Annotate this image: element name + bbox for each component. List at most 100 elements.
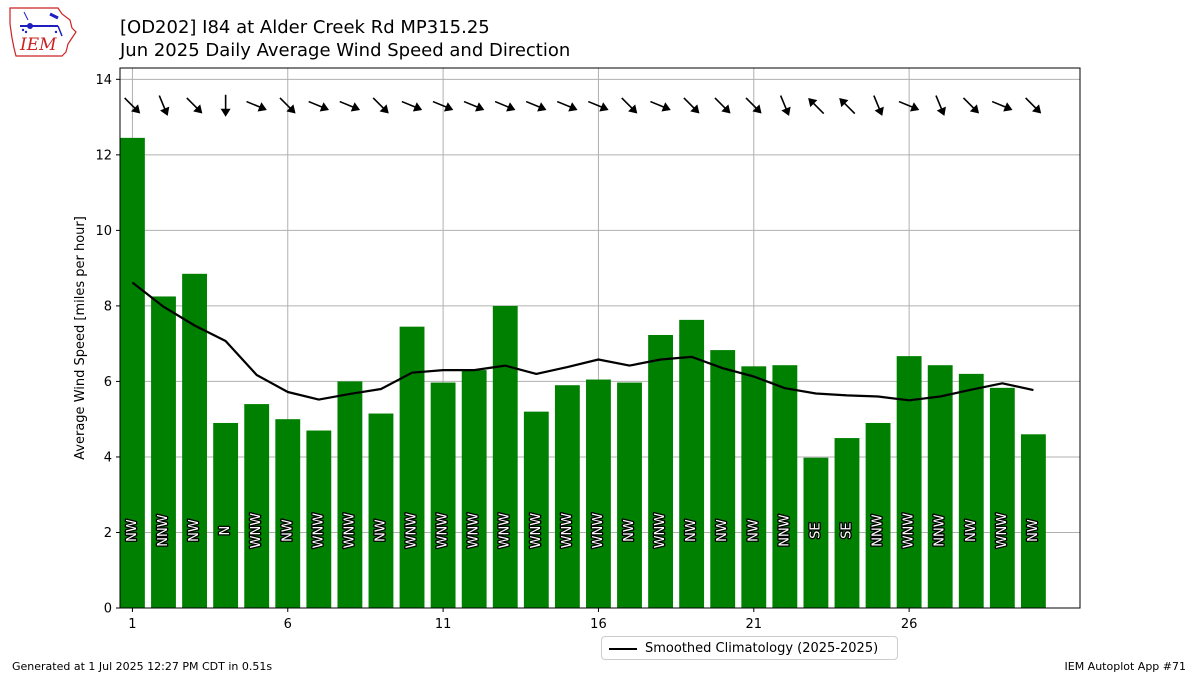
bar — [617, 382, 642, 608]
direction-label: WNW — [653, 513, 668, 549]
bar — [741, 366, 767, 608]
y-axis-label: Average Wind Speed [miles per hour] — [73, 216, 88, 460]
app-label: IEM Autoplot App #71 — [1064, 660, 1187, 673]
direction-label: SE — [808, 522, 823, 538]
direction-label: NW — [964, 519, 979, 542]
bar — [927, 365, 953, 608]
wind-arrow — [279, 97, 296, 114]
direction-label: NW — [125, 519, 140, 542]
wind-arrow — [587, 100, 609, 112]
legend-label: Smoothed Climatology (2025-2025) — [645, 641, 879, 656]
bar — [120, 137, 145, 608]
y-tick-label: 10 — [95, 224, 112, 239]
y-tick-label: 14 — [95, 73, 112, 88]
direction-label: WNW — [436, 513, 451, 549]
x-tick-label: 16 — [590, 617, 607, 632]
wind-arrow — [1025, 97, 1042, 114]
wind-arrow — [962, 97, 980, 114]
direction-label: NNW — [156, 514, 171, 546]
direction-label: SE — [839, 522, 854, 538]
wind-arrow — [372, 97, 389, 114]
y-tick-label: 0 — [104, 602, 112, 617]
direction-label: NW — [622, 519, 637, 542]
direction-label: N — [218, 526, 233, 536]
bar — [461, 370, 487, 608]
bars — [120, 137, 1046, 608]
generated-timestamp: Generated at 1 Jul 2025 12:27 PM CDT in … — [12, 660, 273, 673]
wind-arrow — [525, 100, 547, 112]
climatology-line-group — [131, 281, 1034, 402]
direction-label: NW — [280, 519, 295, 542]
wind-arrow — [935, 95, 946, 116]
bar — [306, 430, 332, 608]
direction-label: WNW — [311, 513, 326, 549]
iem-logo: IEM — [9, 7, 77, 57]
wind-arrow — [401, 100, 423, 112]
wind-arrow — [745, 97, 762, 114]
direction-label: NW — [684, 519, 699, 542]
direction-label: NW — [715, 519, 730, 542]
bar — [989, 387, 1015, 608]
wind-arrow — [873, 95, 884, 116]
wind-arrow — [494, 100, 516, 112]
y-tick-label: 4 — [104, 450, 112, 465]
x-tick-label: 6 — [284, 617, 292, 632]
bar — [834, 438, 860, 608]
bar — [492, 305, 518, 608]
direction-label: NW — [187, 519, 202, 542]
bar — [865, 422, 891, 608]
chart-title: [OD202] I84 at Alder Creek Rd MP315.25 — [120, 17, 490, 38]
wind-arrow — [898, 100, 920, 112]
direction-label: WNW — [529, 513, 544, 549]
wind-arrow — [991, 100, 1013, 112]
x-tick-label: 11 — [435, 617, 452, 632]
plot-frame — [119, 67, 1081, 609]
bar — [679, 319, 705, 608]
direction-label: NW — [1026, 519, 1041, 542]
wind-arrow — [124, 97, 141, 114]
legend-line-swatch — [609, 648, 637, 650]
direction-label: WNW — [405, 513, 420, 549]
wind-arrow — [246, 100, 267, 112]
direction-label: NNW — [871, 514, 886, 546]
bar — [213, 422, 239, 608]
direction-label: WNW — [467, 513, 482, 549]
wind-arrow — [650, 100, 671, 112]
bar — [523, 411, 549, 608]
bar — [151, 296, 176, 608]
bar — [772, 365, 798, 608]
wind-arrow — [220, 94, 231, 117]
bar — [368, 413, 394, 608]
direction-label: WNW — [249, 513, 264, 549]
bar — [896, 356, 922, 608]
bar — [586, 379, 611, 608]
bar — [710, 350, 736, 608]
wind-arrow — [714, 97, 731, 114]
direction-label: NNW — [933, 514, 948, 546]
direction-label: NW — [373, 519, 388, 542]
wind-arrow — [779, 95, 791, 116]
climatology-line — [131, 281, 1034, 402]
direction-label: WNW — [342, 513, 357, 549]
direction-label: NW — [746, 519, 761, 542]
direction-label: WNW — [902, 513, 917, 549]
direction-label: WNW — [498, 513, 513, 549]
bar — [399, 326, 425, 608]
direction-label: WNW — [995, 513, 1010, 549]
y-tick-label: 12 — [95, 148, 112, 163]
wind-arrow — [158, 95, 170, 116]
wind-arrow — [808, 97, 825, 115]
direction-label: WNW — [591, 513, 606, 549]
bar — [244, 404, 270, 608]
wind-arrow — [186, 97, 203, 114]
wind-arrow — [839, 97, 856, 115]
bar — [337, 381, 363, 608]
wind-direction-arrows — [124, 94, 1042, 117]
y-tick-label: 2 — [104, 526, 112, 541]
x-tick-label: 26 — [901, 617, 918, 632]
chart-subtitle: Jun 2025 Daily Average Wind Speed and Di… — [120, 40, 571, 61]
bar — [1020, 434, 1046, 608]
bar — [554, 385, 580, 608]
